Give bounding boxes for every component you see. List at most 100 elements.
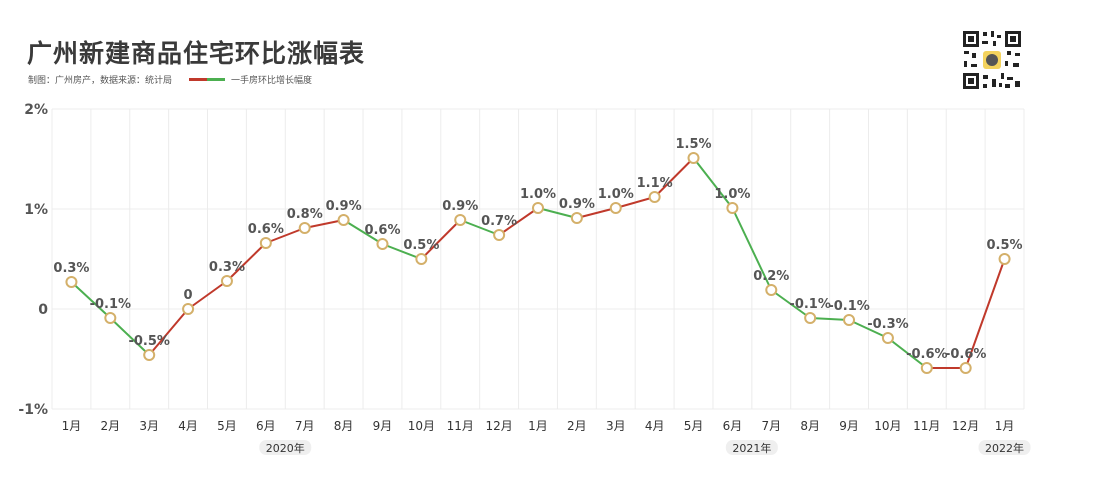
line-segment — [731, 207, 773, 291]
x-tick-label: 9月 — [839, 419, 859, 433]
year-labels: 2020年 2021年 2022年 — [259, 440, 1031, 455]
chart-title: 广州新建商品住宅环比涨幅表 — [27, 39, 366, 68]
y-tick-label: -1% — [18, 402, 48, 418]
data-point — [415, 253, 428, 265]
line-segment — [848, 319, 889, 339]
data-label: 1.0% — [714, 187, 750, 202]
year-label: 2020年 — [266, 441, 305, 455]
x-tick-label: 5月 — [217, 419, 237, 433]
data-label: 1.5% — [675, 137, 711, 152]
data-point — [881, 332, 894, 344]
line-segment — [109, 317, 151, 356]
year-label-bg — [259, 440, 312, 455]
data-point — [259, 237, 272, 249]
data-label: 0.8% — [287, 207, 323, 222]
data-point — [998, 253, 1011, 265]
data-label: 0.2% — [753, 269, 789, 284]
data-label: 0.9% — [559, 197, 595, 212]
x-tick-label: 2月 — [567, 419, 587, 433]
data-label: 0.3% — [209, 260, 245, 275]
line-segment — [70, 281, 112, 319]
x-tick-label: 6月 — [723, 419, 743, 433]
data-point — [104, 312, 117, 324]
line-segment — [264, 227, 306, 244]
y-tick-label: 0 — [38, 302, 48, 318]
data-label: 0.6% — [248, 222, 284, 237]
x-tick-label: 12月 — [485, 419, 512, 433]
legend: 一手房环比增长幅度 — [189, 73, 312, 86]
legend-line-swatch — [189, 78, 225, 81]
data-point — [298, 222, 311, 234]
line-segment — [148, 308, 190, 356]
data-label: -0.3% — [867, 317, 908, 332]
data-point — [182, 303, 195, 315]
legend-label: 一手房环比增长幅度 — [231, 76, 313, 86]
data-point — [687, 152, 700, 164]
x-tick-label: 5月 — [684, 419, 704, 433]
series-line — [70, 157, 1006, 369]
data-label: 0.9% — [326, 199, 362, 214]
line-segment — [537, 207, 578, 219]
data-point — [220, 275, 233, 287]
data-point — [570, 212, 583, 224]
x-tick-label: 6月 — [256, 419, 276, 433]
line-segment — [187, 280, 228, 310]
data-label: 1.0% — [598, 187, 634, 202]
data-point — [609, 202, 622, 214]
x-tick-label: 4月 — [645, 419, 665, 433]
data-label: 0.5% — [403, 238, 439, 253]
data-point — [765, 284, 778, 296]
x-tick-label: 8月 — [334, 419, 354, 433]
qr-code-icon — [961, 29, 1023, 91]
x-tick-label: 10月 — [874, 419, 901, 433]
data-label: 1.1% — [637, 176, 673, 191]
x-tick-label: 8月 — [800, 419, 820, 433]
data-point — [648, 191, 661, 203]
data-label: 0 — [184, 288, 193, 303]
line-segment — [420, 219, 462, 260]
data-point — [65, 276, 78, 288]
y-tick-label: 2% — [24, 102, 48, 118]
data-point — [454, 214, 467, 226]
year-label: 2022年 — [985, 441, 1024, 455]
data-label: -0.6% — [906, 347, 947, 362]
x-tick-label: 7月 — [761, 419, 781, 433]
x-tick-label: 10月 — [408, 419, 435, 433]
data-point — [532, 202, 544, 214]
year-label: 2021年 — [732, 441, 771, 455]
data-label: 1.0% — [520, 187, 556, 202]
line-segment — [692, 157, 734, 209]
line-segment — [575, 207, 617, 219]
x-axis-ticks: 1月 2月 3月 4月 5月 6月 7月 8月 9月 10月 11月 12月 1月 2月 3月 4月 5月 6月 7… — [62, 419, 1015, 433]
line-segment — [653, 157, 695, 198]
data-label: 0.9% — [442, 199, 478, 214]
grid-lines — [51, 108, 1025, 410]
line-segment — [459, 219, 501, 236]
x-tick-label: 3月 — [606, 419, 626, 433]
line-segment — [381, 243, 423, 260]
data-point — [376, 238, 389, 250]
data-label: -0.5% — [128, 334, 169, 349]
line-segment — [809, 317, 851, 321]
data-label: -0.6% — [945, 347, 986, 362]
x-tick-label: 9月 — [373, 419, 393, 433]
data-label: -0.1% — [828, 299, 869, 314]
line-segment — [303, 219, 345, 229]
data-point — [843, 314, 856, 326]
data-label: 0.3% — [53, 261, 89, 276]
data-point — [920, 362, 933, 374]
x-tick-label: 3月 — [139, 419, 159, 433]
line-segment — [342, 219, 384, 245]
chart-subtitle: 制图：广州房产，数据来源：统计局 — [28, 76, 173, 86]
data-point — [804, 312, 817, 324]
x-tick-label: 12月 — [952, 419, 979, 433]
data-point — [337, 214, 350, 226]
x-tick-label: 2月 — [100, 419, 120, 433]
data-label: -0.1% — [90, 297, 131, 312]
year-label-bg — [978, 440, 1031, 455]
year-label-bg — [725, 440, 778, 455]
x-tick-label: 1月 — [62, 419, 82, 433]
line-segment — [225, 242, 267, 282]
data-label: 0.6% — [364, 223, 400, 238]
